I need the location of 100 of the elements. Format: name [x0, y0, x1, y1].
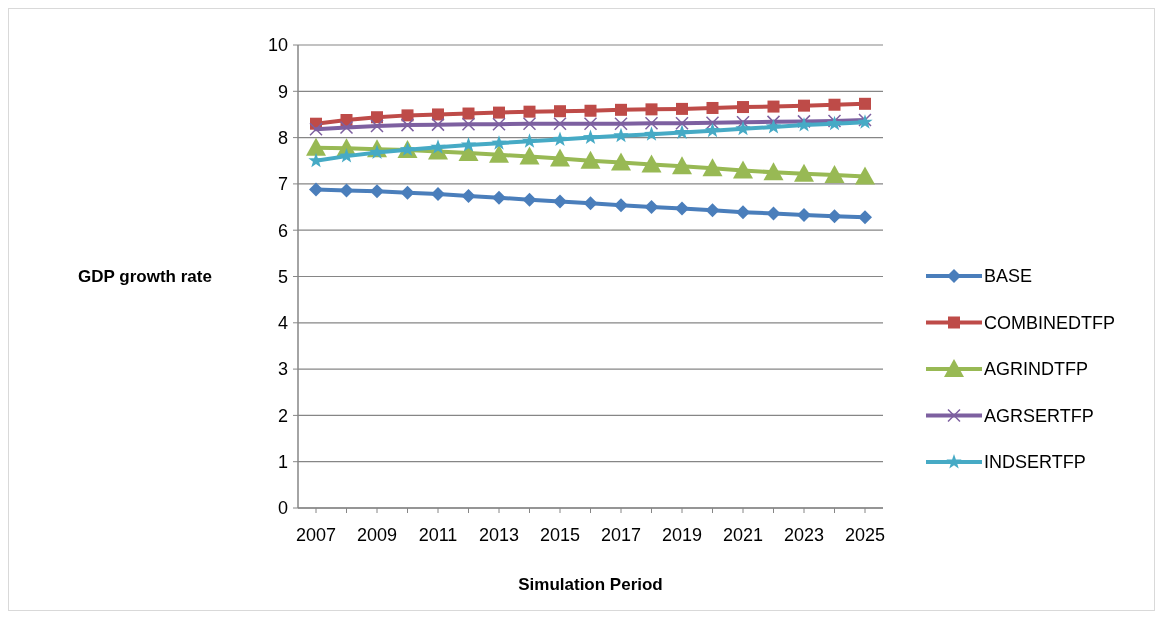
- x-tick-label: 2013: [478, 525, 520, 545]
- point: [554, 105, 566, 118]
- point: [674, 124, 690, 139]
- point: [401, 109, 414, 122]
- y-tick-label: 10: [267, 35, 288, 56]
- point: [309, 122, 323, 137]
- y-axis-title: GDP growth rate: [78, 267, 212, 286]
- point: [370, 184, 384, 199]
- point: [339, 120, 354, 135]
- point: [338, 148, 355, 163]
- point: [461, 188, 476, 203]
- point: [400, 185, 415, 200]
- point: [797, 207, 811, 222]
- point: [370, 119, 384, 133]
- y-tick-label: 0: [277, 498, 288, 519]
- point: [369, 144, 385, 159]
- point: [737, 101, 749, 114]
- point: [766, 206, 781, 221]
- legend-label: AGRSERTFP: [984, 405, 1094, 426]
- y-tick-label: 8: [277, 127, 288, 148]
- point: [702, 158, 723, 177]
- legend-label: INDSERTFP: [984, 452, 1086, 473]
- x-tick-label: 2025: [844, 525, 886, 545]
- point: [613, 127, 629, 143]
- point: [493, 106, 505, 119]
- point: [553, 194, 567, 209]
- point: [552, 131, 568, 146]
- point: [828, 98, 841, 111]
- point: [644, 116, 659, 130]
- point: [615, 103, 627, 116]
- point: [765, 118, 782, 134]
- x-tick-label: 2017: [600, 525, 642, 545]
- point: [553, 116, 567, 131]
- point: [735, 120, 751, 136]
- point: [643, 126, 660, 141]
- point: [706, 101, 719, 114]
- point: [430, 139, 446, 154]
- x-tick-label: 2009: [356, 525, 398, 545]
- legend-label: BASE: [984, 266, 1033, 287]
- point: [460, 137, 477, 152]
- x-tick-label: 2007: [295, 525, 337, 545]
- point: [339, 183, 354, 198]
- point: [522, 192, 537, 207]
- point: [672, 156, 692, 175]
- point: [584, 104, 597, 117]
- y-tick-label: 2: [277, 405, 288, 426]
- x-tick-label: 2019: [661, 525, 703, 545]
- point: [519, 146, 540, 165]
- point: [522, 116, 537, 131]
- point: [641, 154, 662, 173]
- point: [858, 210, 872, 225]
- point: [582, 129, 599, 145]
- point: [824, 165, 845, 184]
- point: [704, 122, 721, 138]
- point: [794, 163, 814, 182]
- point: [432, 108, 444, 121]
- point: [827, 209, 842, 224]
- point: [431, 117, 445, 132]
- point: [583, 196, 598, 211]
- point: [859, 97, 871, 110]
- y-tick-label: 9: [277, 81, 288, 102]
- y-tick-label: 3: [277, 359, 288, 380]
- legend-label: AGRINDTFP: [984, 359, 1089, 380]
- point: [580, 150, 601, 169]
- point: [736, 205, 750, 220]
- x-tick-label: 2015: [539, 525, 581, 545]
- point: [676, 102, 688, 115]
- x-tick-label: 2023: [783, 525, 825, 545]
- point: [462, 107, 475, 120]
- point: [461, 117, 476, 131]
- legend-label: COMBINEDTFP: [984, 312, 1116, 333]
- x-tick-label: 2021: [722, 525, 764, 545]
- point: [675, 116, 689, 130]
- point: [705, 203, 720, 218]
- point: [523, 105, 536, 118]
- point: [763, 162, 784, 181]
- point: [583, 116, 598, 131]
- point: [431, 187, 445, 202]
- point: [489, 144, 509, 163]
- point: [705, 116, 720, 130]
- point: [645, 103, 658, 116]
- point: [644, 200, 659, 215]
- point: [767, 100, 780, 113]
- point: [614, 116, 628, 131]
- point: [614, 198, 628, 213]
- point: [611, 152, 631, 171]
- y-tick-label: 4: [277, 313, 288, 334]
- point: [400, 118, 415, 132]
- point: [491, 135, 507, 150]
- point: [492, 190, 506, 205]
- x-tick-label: 2011: [418, 525, 458, 545]
- point: [855, 166, 875, 185]
- y-tick-label: 1: [277, 452, 288, 472]
- y-tick-label: 6: [277, 220, 288, 241]
- point: [733, 160, 753, 179]
- point: [521, 133, 538, 148]
- point: [550, 148, 570, 167]
- y-tick-label: 7: [277, 174, 288, 195]
- point: [675, 201, 689, 216]
- point: [492, 117, 506, 131]
